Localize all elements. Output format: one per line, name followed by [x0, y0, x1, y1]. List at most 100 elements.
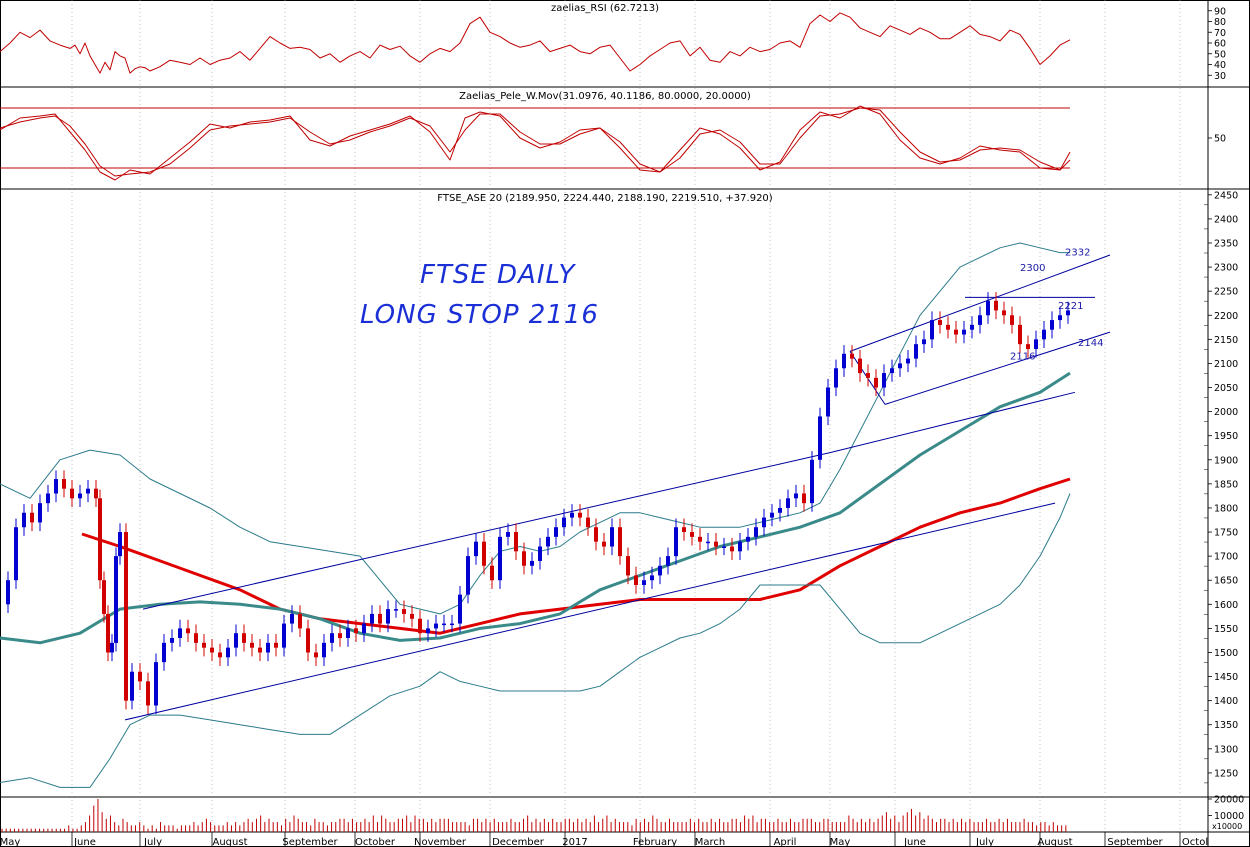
pele-line — [0, 105, 1071, 181]
y-tick-label: 1500 — [1214, 648, 1238, 659]
price-bar-body — [874, 377, 878, 388]
price-bar-body — [866, 373, 870, 378]
price-bar-body — [522, 551, 526, 566]
price-bar-body — [106, 613, 110, 653]
price-bar-body — [370, 613, 374, 624]
price-bar-body — [826, 387, 830, 417]
price-bar-body — [882, 373, 886, 388]
price-bar-body — [898, 363, 902, 369]
price-bar-body — [754, 527, 758, 537]
y-tick-label: 2300 — [1214, 263, 1238, 274]
y-tick-label: 1850 — [1214, 479, 1238, 490]
price-bar-body — [234, 633, 238, 648]
price-annotation: 2332 — [1065, 248, 1090, 259]
price-bar-body — [762, 517, 766, 528]
price-bar-body — [442, 623, 446, 626]
price-bar-body — [178, 628, 182, 639]
price-bar-body — [706, 541, 710, 544]
y-tick-label: 2100 — [1214, 359, 1238, 370]
ma-red — [81, 477, 1071, 635]
price-bar-body — [1058, 315, 1062, 321]
price-bar-body — [1018, 324, 1022, 345]
price-bar-body — [338, 633, 342, 639]
y-tick-label: 2150 — [1214, 335, 1238, 346]
y-tick-label: 1250 — [1214, 768, 1238, 779]
y-tick-label: 80 — [1214, 17, 1226, 28]
x-tick-label: June — [903, 837, 926, 847]
price-bar-body — [578, 512, 582, 518]
y-tick-label: 2050 — [1214, 383, 1238, 394]
channel-1-upper — [142, 452, 831, 610]
price-bar-body — [210, 647, 214, 653]
x-tick-label: August — [1038, 837, 1073, 847]
price-bar-body — [698, 536, 702, 542]
price-bar-body — [906, 358, 910, 364]
x-tick-label: May — [0, 837, 20, 847]
panel-title: Zaelias_Pele_W.Mov(31.0976, 40.1186, 80.… — [459, 91, 751, 102]
ma-teal — [0, 371, 1071, 645]
price-bar-body — [354, 628, 358, 634]
price-bar-body — [954, 329, 958, 335]
y-tick-label: 2250 — [1214, 287, 1238, 298]
y-tick-label: 2450 — [1214, 190, 1238, 201]
x-tick-label: July — [143, 837, 162, 847]
rsi-line — [0, 12, 1071, 74]
price-annotation: 2144 — [1078, 338, 1103, 349]
price-annotation: 2300 — [1020, 263, 1045, 274]
x-tick-label: December — [492, 837, 545, 847]
price-bar-body — [162, 642, 166, 663]
price-bar-body — [850, 353, 854, 359]
price-bar-body — [14, 527, 18, 581]
price-bar-body — [86, 488, 90, 494]
price-bar-body — [22, 512, 26, 528]
price-bar-body — [102, 580, 106, 614]
y-tick-label: 2350 — [1214, 238, 1238, 249]
y-tick-label: 60 — [1214, 39, 1226, 50]
price-bar-body — [650, 575, 654, 581]
price-bar-body — [602, 541, 606, 547]
price-bar-body — [890, 368, 894, 374]
price-bar-body — [402, 609, 406, 614]
price-bar-body — [298, 613, 302, 629]
price-bar-body — [218, 652, 222, 658]
x-tick-label: Octol — [1182, 837, 1208, 847]
price-bar-body — [818, 416, 822, 460]
price-bar-body — [226, 647, 230, 658]
price-bar-body — [770, 512, 774, 518]
price-bar-body — [786, 498, 790, 508]
price-bar-body — [118, 532, 122, 557]
price-bar-body — [778, 507, 782, 513]
price-bar-body — [634, 575, 638, 586]
price-bar-body — [930, 320, 934, 340]
x-tick-label: 2017 — [562, 837, 587, 847]
price-bar-body — [530, 560, 534, 566]
price-bar-body — [266, 642, 270, 653]
price-bar-body — [610, 527, 614, 547]
price-bar-body — [94, 488, 98, 499]
y-tick-label: 1400 — [1214, 696, 1238, 707]
price-bar-body — [858, 358, 862, 374]
price-bar-body — [378, 613, 382, 624]
y-tick-label: 40 — [1214, 60, 1226, 71]
price-bar-body — [714, 541, 718, 547]
price-bar-body — [114, 556, 118, 643]
price-bar-body — [794, 493, 798, 499]
bb-lower — [0, 493, 1071, 788]
x-tick-label: September — [1107, 837, 1163, 847]
price-bar-body — [186, 628, 190, 634]
x-tick-label: July — [975, 837, 994, 847]
price-bar-body — [78, 493, 82, 499]
y-tick-label: 1550 — [1214, 624, 1238, 635]
y-tick-label: 1800 — [1214, 503, 1238, 514]
price-bar-body — [946, 324, 950, 330]
price-bar-body — [1066, 310, 1070, 316]
y-tick-label: 1950 — [1214, 431, 1238, 442]
price-bar-body — [170, 638, 174, 643]
price-bar-body — [306, 628, 310, 653]
price-bar-body — [466, 556, 470, 595]
x-tick-label: August — [213, 837, 248, 847]
price-annotation: 2221 — [1058, 301, 1083, 312]
x-tick-label: March — [695, 837, 725, 847]
price-bar-body — [130, 671, 134, 701]
price-bar-body — [490, 565, 494, 581]
